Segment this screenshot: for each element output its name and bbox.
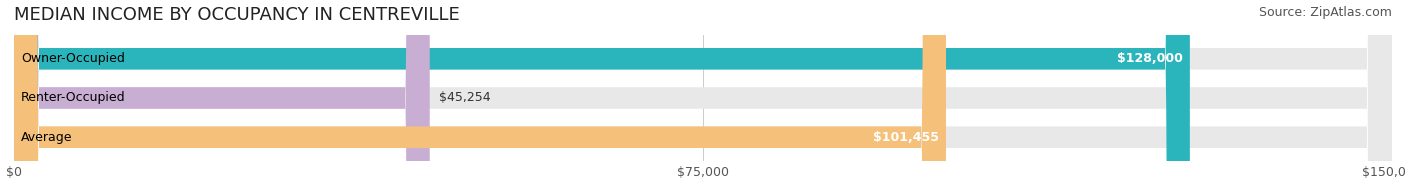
Text: $128,000: $128,000 — [1118, 52, 1182, 65]
Text: $101,455: $101,455 — [873, 131, 939, 144]
Text: Renter-Occupied: Renter-Occupied — [21, 92, 125, 104]
FancyBboxPatch shape — [14, 0, 1392, 196]
Text: Average: Average — [21, 131, 73, 144]
Text: Owner-Occupied: Owner-Occupied — [21, 52, 125, 65]
Text: $45,254: $45,254 — [440, 92, 491, 104]
FancyBboxPatch shape — [14, 0, 430, 196]
Text: MEDIAN INCOME BY OCCUPANCY IN CENTREVILLE: MEDIAN INCOME BY OCCUPANCY IN CENTREVILL… — [14, 6, 460, 24]
FancyBboxPatch shape — [14, 0, 946, 196]
Text: Source: ZipAtlas.com: Source: ZipAtlas.com — [1258, 6, 1392, 19]
FancyBboxPatch shape — [14, 0, 1392, 196]
FancyBboxPatch shape — [14, 0, 1189, 196]
FancyBboxPatch shape — [14, 0, 1392, 196]
